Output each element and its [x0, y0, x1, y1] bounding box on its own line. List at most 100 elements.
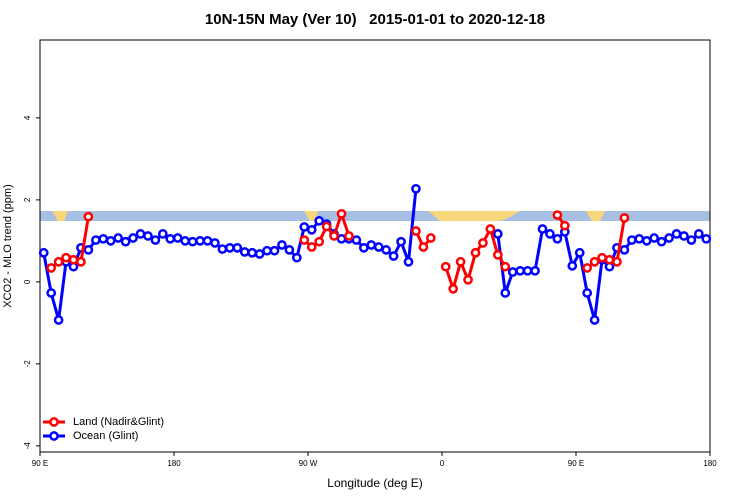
data-point	[634, 233, 645, 244]
data-point	[455, 256, 466, 267]
x-tick-label: 90 W	[299, 459, 318, 468]
data-point	[619, 213, 630, 223]
plot-frame	[39, 39, 711, 453]
data-point	[195, 236, 205, 246]
data-point	[381, 245, 392, 255]
data-point	[210, 238, 220, 248]
data-point	[76, 256, 86, 267]
data-point	[507, 267, 518, 277]
data-point	[530, 265, 540, 276]
surface-band	[40, 211, 710, 221]
data-point	[567, 261, 578, 271]
y-tick-label: 0	[23, 279, 32, 284]
data-point	[545, 229, 555, 239]
data-point	[582, 288, 593, 298]
data-point	[172, 233, 183, 243]
band-patch	[304, 211, 318, 221]
data-point	[574, 247, 585, 258]
data-point	[411, 226, 421, 236]
data-point	[284, 245, 295, 255]
band-patch	[586, 211, 605, 221]
data-point	[314, 236, 325, 247]
data-point	[552, 210, 563, 220]
data-point	[68, 254, 79, 265]
data-point	[500, 261, 511, 272]
data-point	[552, 233, 563, 244]
data-point	[187, 236, 198, 247]
data-point	[463, 274, 473, 285]
data-point	[656, 236, 667, 247]
band-patch	[52, 211, 68, 221]
data-point	[351, 235, 362, 245]
data-point	[83, 211, 94, 222]
data-point	[485, 224, 496, 234]
data-point	[46, 263, 57, 273]
series	[46, 208, 630, 294]
band-patch	[428, 211, 520, 221]
data-point	[418, 242, 429, 252]
data-point	[515, 265, 526, 276]
data-point	[492, 229, 503, 239]
data-point	[128, 233, 138, 243]
data-point	[180, 236, 191, 246]
data-point	[701, 233, 712, 244]
data-point	[232, 242, 243, 253]
data-point	[217, 244, 228, 254]
data-point	[254, 249, 265, 259]
data-point	[344, 231, 354, 241]
data-point	[83, 245, 94, 255]
data-point	[113, 233, 124, 243]
data-point	[411, 183, 421, 194]
data-point	[597, 252, 607, 263]
data-point	[440, 261, 451, 272]
data-point	[150, 235, 161, 245]
data-point	[262, 245, 272, 256]
y-tick-label: -2	[23, 360, 32, 368]
data-point	[120, 236, 131, 247]
band	[40, 211, 710, 221]
data-point	[306, 224, 317, 235]
y-axis-label: XCO2 - MLO trend (ppm)	[2, 184, 14, 307]
data-point	[165, 233, 176, 244]
data-point	[425, 233, 436, 243]
data-point	[693, 229, 704, 239]
data-point	[239, 247, 250, 257]
data-point	[98, 233, 109, 244]
data-point	[306, 242, 317, 252]
data-point	[619, 245, 630, 255]
data-point	[388, 251, 399, 261]
data-point	[202, 236, 213, 246]
data-point	[143, 231, 153, 241]
data-point	[299, 222, 310, 232]
data-point	[38, 247, 49, 258]
legend-label: Land (Nadir&Glint)	[73, 416, 164, 428]
data-point	[478, 238, 488, 248]
data-point	[336, 233, 347, 244]
data-point	[641, 236, 652, 246]
data-point	[329, 231, 339, 241]
data-point	[373, 242, 384, 252]
data-point	[589, 315, 600, 325]
chart-title: 10N-15N May (Ver 10) 2015-01-01 to 2020-…	[205, 11, 545, 28]
data-point	[582, 263, 593, 273]
data-point	[53, 256, 64, 267]
data-point	[247, 247, 258, 258]
data-point	[53, 315, 64, 325]
data-point	[589, 256, 600, 267]
data-point	[492, 249, 503, 260]
data-point	[321, 221, 332, 232]
data-point	[470, 247, 481, 258]
data-point	[314, 215, 325, 226]
data-point	[612, 256, 622, 267]
data-point	[105, 236, 116, 246]
data-point	[358, 242, 369, 253]
x-tick-label: 0	[440, 459, 445, 468]
data-point	[299, 235, 310, 245]
data-point	[135, 229, 146, 239]
data-point	[224, 242, 235, 253]
x-tick-label: 90 E	[32, 459, 48, 468]
legend-label: Ocean (Glint)	[73, 430, 138, 442]
x-tick-label: 180	[703, 459, 717, 468]
legend: Land (Nadir&Glint) Ocean (Glint)	[43, 416, 164, 442]
